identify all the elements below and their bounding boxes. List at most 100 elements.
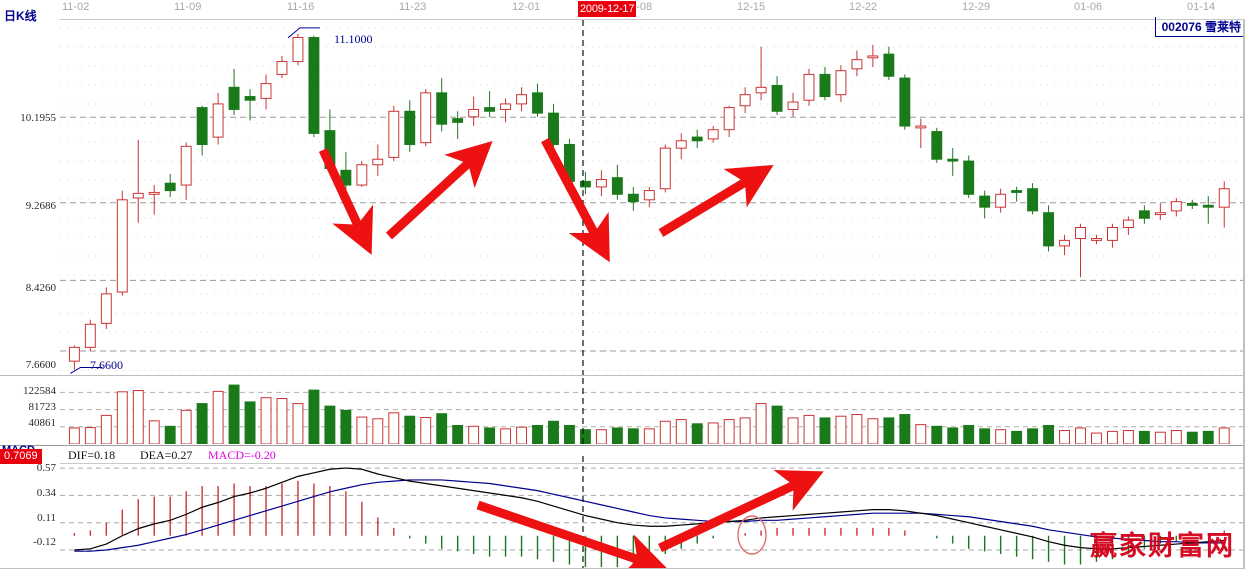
axis-tick-label: -0.12 bbox=[33, 536, 56, 548]
candlestick bbox=[1106, 223, 1118, 248]
candlestick bbox=[883, 46, 895, 80]
site-watermark: 赢家财富网 bbox=[1090, 531, 1235, 562]
volume-bar bbox=[276, 398, 288, 444]
date-tick: 01-06 bbox=[1074, 1, 1103, 13]
candlestick bbox=[787, 92, 799, 117]
volume-bar bbox=[819, 417, 831, 444]
low-price-callout: 7.6600 bbox=[90, 358, 123, 372]
volume-bar bbox=[627, 428, 639, 444]
candlestick bbox=[1186, 199, 1198, 210]
volume-bar bbox=[260, 397, 272, 444]
volume-bar bbox=[388, 412, 400, 444]
volume-bar bbox=[739, 417, 751, 444]
volume-bar bbox=[132, 390, 144, 444]
volume-bar bbox=[1154, 431, 1166, 444]
candlestick bbox=[995, 188, 1007, 213]
volume-bar bbox=[484, 427, 496, 444]
volume-bar bbox=[643, 428, 655, 444]
axis-tick-label: 9.2686 bbox=[25, 200, 56, 212]
candlestick bbox=[420, 89, 432, 147]
candlestick bbox=[915, 118, 927, 149]
date-tick: 12-29 bbox=[962, 1, 991, 13]
date-tick: 11-02 bbox=[62, 1, 90, 13]
candlestick bbox=[564, 138, 575, 187]
volume-panel[interactable] bbox=[60, 378, 1245, 444]
candlestick bbox=[468, 96, 480, 127]
volume-bar bbox=[963, 424, 975, 444]
volume-bar bbox=[579, 429, 591, 444]
candlestick bbox=[947, 148, 959, 176]
candlestick bbox=[404, 100, 416, 152]
candlestick bbox=[979, 190, 991, 219]
candlestick bbox=[899, 74, 911, 130]
macd-panel[interactable] bbox=[60, 455, 1245, 569]
candlestick bbox=[771, 76, 783, 115]
candlestick bbox=[212, 92, 224, 145]
volume-bar bbox=[244, 401, 256, 444]
volume-bar bbox=[516, 426, 527, 444]
macd-dif-readout: DIF=0.18 bbox=[68, 448, 116, 462]
volume-bar bbox=[755, 403, 767, 444]
volume-bar bbox=[564, 424, 575, 444]
candlestick bbox=[739, 87, 751, 114]
candlestick bbox=[260, 74, 272, 110]
date-tick: 11-23 bbox=[399, 1, 427, 13]
volume-bar bbox=[851, 414, 863, 444]
volume-bar bbox=[1122, 430, 1134, 444]
volume-bar bbox=[324, 405, 336, 444]
axis-tick-label: 40861 bbox=[28, 417, 57, 429]
axis-tick-label: 10.1955 bbox=[20, 112, 56, 124]
volume-bar bbox=[867, 418, 879, 444]
axis-tick-label: 0.57 bbox=[36, 462, 56, 474]
volume-bar bbox=[356, 416, 368, 444]
volume-bar bbox=[1138, 430, 1150, 444]
volume-bar bbox=[196, 403, 208, 444]
volume-bar bbox=[340, 409, 352, 444]
volume-bar bbox=[100, 414, 112, 444]
candlestick bbox=[931, 127, 943, 163]
high-price-callout: 11.1000 bbox=[334, 32, 373, 46]
volume-bar bbox=[404, 415, 416, 444]
candlestick bbox=[691, 129, 703, 149]
candlestick bbox=[755, 46, 767, 101]
candlestick bbox=[356, 161, 368, 187]
candlestick bbox=[707, 126, 719, 143]
candlestick bbox=[148, 185, 160, 215]
volume-bar bbox=[84, 427, 96, 444]
date-tick: 01-14 bbox=[1187, 1, 1216, 13]
candlestick bbox=[516, 87, 527, 112]
volume-bar bbox=[116, 391, 128, 444]
volume-bar bbox=[68, 427, 80, 444]
volume-bar bbox=[803, 414, 815, 444]
volume-bar bbox=[707, 422, 719, 444]
date-tick: 11-09 bbox=[174, 1, 202, 13]
candlestick bbox=[1218, 181, 1230, 228]
candlestick bbox=[388, 105, 400, 162]
candlestick bbox=[100, 287, 112, 329]
candlestick bbox=[500, 98, 512, 123]
candlestick bbox=[1027, 183, 1039, 215]
volume-bar bbox=[532, 424, 543, 444]
candlestick bbox=[963, 155, 975, 198]
cursor-date-label: 2009-12-17 bbox=[578, 1, 637, 17]
axis-tick-label: 8.4260 bbox=[25, 282, 56, 294]
macd-indicator-chart bbox=[60, 455, 1245, 569]
candlestick bbox=[723, 105, 735, 138]
candlestick bbox=[132, 139, 144, 223]
price-panel[interactable] bbox=[60, 20, 1245, 375]
candlestick bbox=[851, 50, 863, 77]
stock-identifier: 002076 雪莱特 bbox=[1154, 17, 1243, 37]
candlestick bbox=[803, 68, 815, 106]
candlestick bbox=[324, 109, 336, 171]
volume-bar bbox=[691, 423, 703, 444]
candlestick bbox=[292, 33, 304, 66]
macd-top-rule bbox=[60, 463, 1245, 464]
candlestick bbox=[340, 151, 352, 191]
volume-bar bbox=[1027, 428, 1039, 444]
volume-macd-divider bbox=[0, 445, 1245, 446]
candlestick bbox=[595, 170, 607, 197]
axis-tick-label: 0.11 bbox=[37, 512, 56, 524]
candlestick bbox=[835, 65, 847, 103]
date-tick: 12-22 bbox=[849, 1, 878, 13]
